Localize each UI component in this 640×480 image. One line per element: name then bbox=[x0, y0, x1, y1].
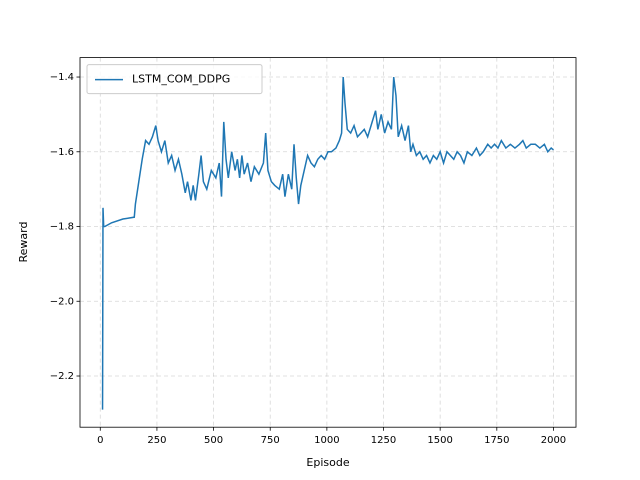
y-tick-label: −1.6 bbox=[50, 147, 74, 158]
y-tick-label: −1.8 bbox=[50, 222, 74, 233]
x-tick-label: 1750 bbox=[484, 435, 509, 446]
legend-box bbox=[86, 64, 263, 95]
y-tick-label: −1.4 bbox=[50, 72, 74, 83]
legend: LSTM_COM_DDPG bbox=[86, 64, 263, 95]
x-tick-label: 1500 bbox=[427, 435, 452, 446]
x-axis-label: Episode bbox=[306, 456, 349, 469]
x-tick-label: 0 bbox=[97, 435, 103, 446]
x-tick-label: 1000 bbox=[314, 435, 339, 446]
y-axis-label: Reward bbox=[17, 222, 30, 263]
x-tick-label: 2000 bbox=[541, 435, 566, 446]
x-tick-label: 500 bbox=[204, 435, 223, 446]
x-tick-label: 750 bbox=[261, 435, 280, 446]
plot-frame bbox=[79, 57, 577, 428]
y-tick-label: −2.2 bbox=[50, 371, 74, 382]
y-tick-label: −2.0 bbox=[50, 296, 74, 307]
legend-label: LSTM_COM_DDPG bbox=[132, 73, 230, 86]
x-tick-label: 250 bbox=[147, 435, 166, 446]
data-line bbox=[101, 76, 554, 410]
x-tick-label: 1250 bbox=[371, 435, 396, 446]
